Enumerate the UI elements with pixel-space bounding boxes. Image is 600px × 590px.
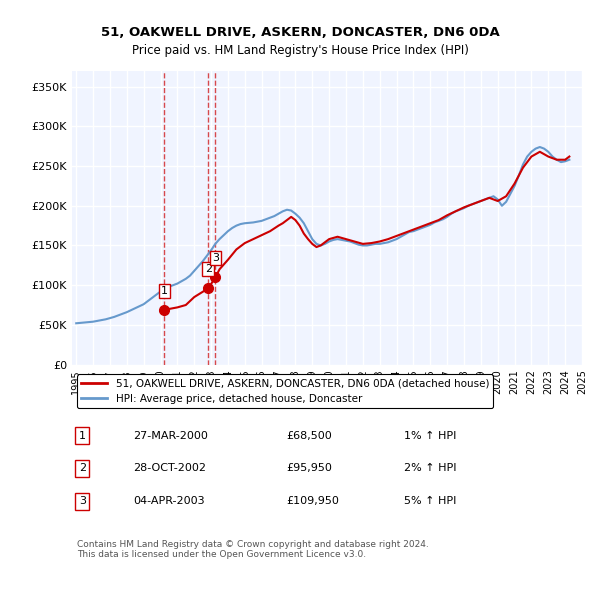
Text: £68,500: £68,500 bbox=[286, 431, 332, 441]
Text: 3: 3 bbox=[79, 496, 86, 506]
Text: 1: 1 bbox=[79, 431, 86, 441]
Text: 2% ↑ HPI: 2% ↑ HPI bbox=[404, 464, 456, 474]
Text: 28-OCT-2002: 28-OCT-2002 bbox=[133, 464, 206, 474]
Text: 1: 1 bbox=[161, 286, 168, 296]
Text: 51, OAKWELL DRIVE, ASKERN, DONCASTER, DN6 0DA: 51, OAKWELL DRIVE, ASKERN, DONCASTER, DN… bbox=[101, 26, 499, 39]
Text: 3: 3 bbox=[212, 253, 219, 263]
Text: £95,950: £95,950 bbox=[286, 464, 332, 474]
Text: 27-MAR-2000: 27-MAR-2000 bbox=[133, 431, 208, 441]
Text: 5% ↑ HPI: 5% ↑ HPI bbox=[404, 496, 456, 506]
Text: £109,950: £109,950 bbox=[286, 496, 339, 506]
Text: Price paid vs. HM Land Registry's House Price Index (HPI): Price paid vs. HM Land Registry's House … bbox=[131, 44, 469, 57]
Text: Contains HM Land Registry data © Crown copyright and database right 2024.
This d: Contains HM Land Registry data © Crown c… bbox=[77, 540, 429, 559]
Text: 2: 2 bbox=[205, 264, 212, 274]
Text: 2: 2 bbox=[79, 464, 86, 474]
Text: 1% ↑ HPI: 1% ↑ HPI bbox=[404, 431, 456, 441]
Legend: 51, OAKWELL DRIVE, ASKERN, DONCASTER, DN6 0DA (detached house), HPI: Average pri: 51, OAKWELL DRIVE, ASKERN, DONCASTER, DN… bbox=[77, 375, 493, 408]
Text: 04-APR-2003: 04-APR-2003 bbox=[133, 496, 205, 506]
